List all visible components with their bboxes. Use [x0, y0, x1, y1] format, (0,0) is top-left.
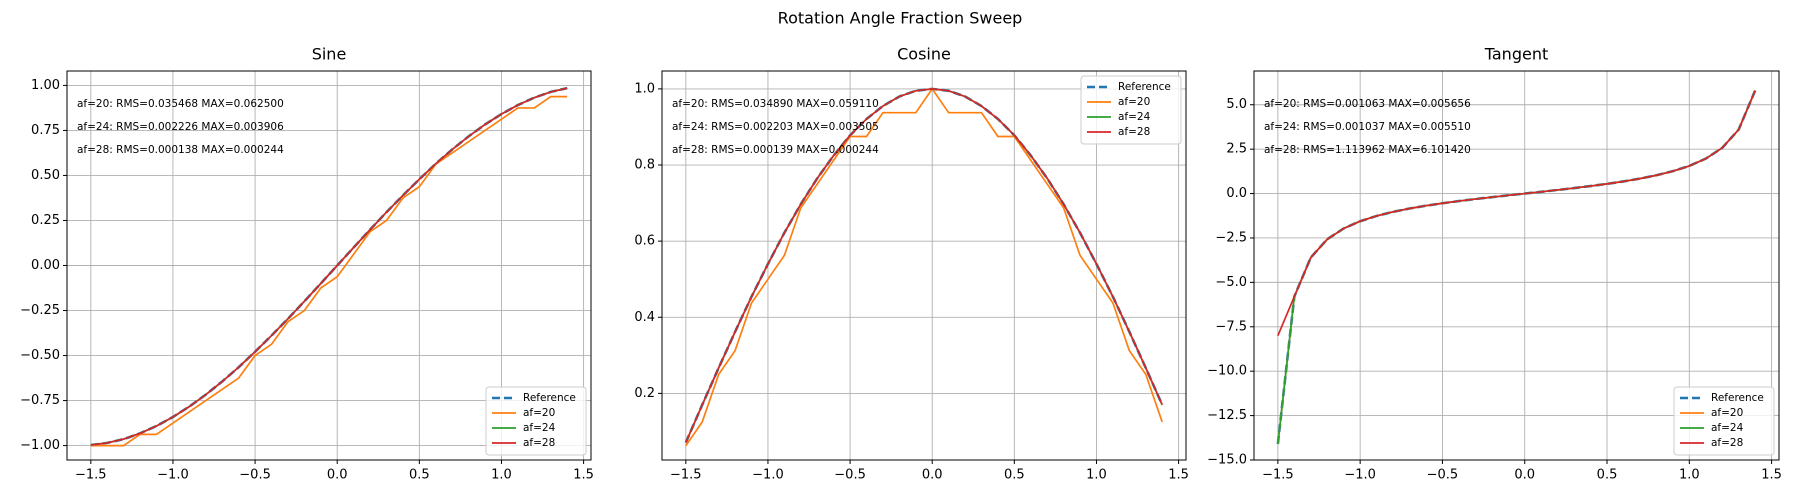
- y-tick-label: −0.50: [20, 348, 60, 363]
- series-line: [685, 88, 1163, 443]
- annotation: af=28: RMS=0.000138 MAX=0.000244: [77, 144, 284, 156]
- y-tick-label: 0.00: [31, 258, 60, 273]
- x-tick-label: −0.5: [1427, 468, 1459, 483]
- axes-frame: [1253, 70, 1780, 461]
- legend-label: af=28: [1118, 126, 1150, 138]
- annotation: af=20: RMS=0.001063 MAX=0.005656: [1264, 98, 1471, 110]
- y-tick-label: −10.0: [1207, 364, 1247, 379]
- y-tick-label: 1.00: [31, 78, 60, 93]
- legend-box: [1080, 75, 1182, 145]
- annotation: af=28: RMS=0.000139 MAX=0.000244: [672, 144, 879, 156]
- y-tick-label: 2.5: [1226, 142, 1247, 157]
- x-tick-label: 0.0: [1514, 468, 1535, 483]
- x-tick-label: −0.5: [834, 468, 866, 483]
- annotation: af=24: RMS=0.002203 MAX=0.003505: [672, 121, 879, 133]
- legend-label: af=28: [523, 437, 555, 449]
- x-tick-label: 0.0: [922, 468, 943, 483]
- y-tick-label: −1.00: [20, 438, 60, 453]
- y-tick-label: −15.0: [1207, 453, 1247, 468]
- y-tick-label: −12.5: [1207, 408, 1247, 423]
- subplot-title: Sine: [312, 45, 347, 64]
- legend-label: af=28: [1711, 437, 1743, 449]
- axes-frame: [66, 70, 592, 461]
- axes-frame: [661, 70, 1187, 461]
- legend-label: af=24: [1118, 111, 1151, 123]
- series-line: [90, 87, 568, 446]
- annotation: af=24: RMS=0.001037 MAX=0.005510: [1264, 121, 1471, 133]
- series-line: [685, 87, 1163, 447]
- x-tick-label: −1.0: [752, 468, 784, 483]
- subplot-title: Cosine: [897, 45, 951, 64]
- legend-label: Reference: [523, 392, 576, 404]
- legend-label: af=20: [523, 407, 555, 419]
- legend-label: Reference: [1118, 81, 1171, 93]
- x-tick-label: 0.5: [1597, 468, 1618, 483]
- y-tick-label: −2.5: [1215, 230, 1247, 245]
- y-tick-label: 0.8: [634, 158, 655, 173]
- y-tick-label: −0.25: [20, 303, 60, 318]
- y-tick-label: 0.6: [634, 234, 655, 249]
- x-tick-label: 1.5: [1761, 468, 1782, 483]
- x-tick-label: −1.5: [75, 468, 107, 483]
- subplot-title: Tangent: [1484, 45, 1548, 64]
- x-tick-label: −0.5: [239, 468, 271, 483]
- series-line: [90, 95, 568, 447]
- x-tick-label: −1.0: [157, 468, 189, 483]
- x-tick-label: 1.0: [491, 468, 512, 483]
- legend-box: [1673, 386, 1775, 456]
- legend-box: [485, 386, 587, 456]
- x-tick-label: 1.0: [1679, 468, 1700, 483]
- x-tick-label: 1.5: [1168, 468, 1189, 483]
- x-tick-label: 0.5: [1004, 468, 1025, 483]
- y-tick-label: 5.0: [1226, 97, 1247, 112]
- annotation: af=20: RMS=0.034890 MAX=0.059110: [672, 98, 879, 110]
- y-tick-label: 0.2: [634, 386, 655, 401]
- x-tick-label: −1.0: [1344, 468, 1376, 483]
- legend-label: af=24: [523, 422, 556, 434]
- annotation: af=28: RMS=1.113962 MAX=6.101420: [1264, 144, 1471, 156]
- x-tick-label: 0.0: [327, 468, 348, 483]
- figure-title: Rotation Angle Fraction Sweep: [778, 9, 1023, 28]
- y-tick-label: 0.75: [31, 123, 60, 138]
- x-tick-label: −1.5: [670, 468, 702, 483]
- y-tick-label: −5.0: [1215, 275, 1247, 290]
- y-tick-label: 0.25: [31, 213, 60, 228]
- legend-label: af=20: [1711, 407, 1743, 419]
- y-tick-label: 0.0: [1226, 186, 1247, 201]
- y-tick-label: 1.0: [634, 81, 655, 96]
- annotation: af=24: RMS=0.002226 MAX=0.003906: [77, 121, 284, 133]
- x-tick-label: 0.5: [409, 468, 430, 483]
- legend-label: af=24: [1711, 422, 1744, 434]
- x-tick-label: −1.5: [1262, 468, 1294, 483]
- x-tick-label: 1.0: [1086, 468, 1107, 483]
- legend-label: af=20: [1118, 96, 1150, 108]
- legend-label: Reference: [1711, 392, 1764, 404]
- x-tick-label: 1.5: [573, 468, 594, 483]
- y-tick-label: 0.50: [31, 168, 60, 183]
- y-tick-label: −0.75: [20, 393, 60, 408]
- y-tick-label: 0.4: [634, 310, 655, 325]
- series-line: [1277, 90, 1756, 336]
- annotation: af=20: RMS=0.035468 MAX=0.062500: [77, 98, 284, 110]
- y-tick-label: −7.5: [1215, 319, 1247, 334]
